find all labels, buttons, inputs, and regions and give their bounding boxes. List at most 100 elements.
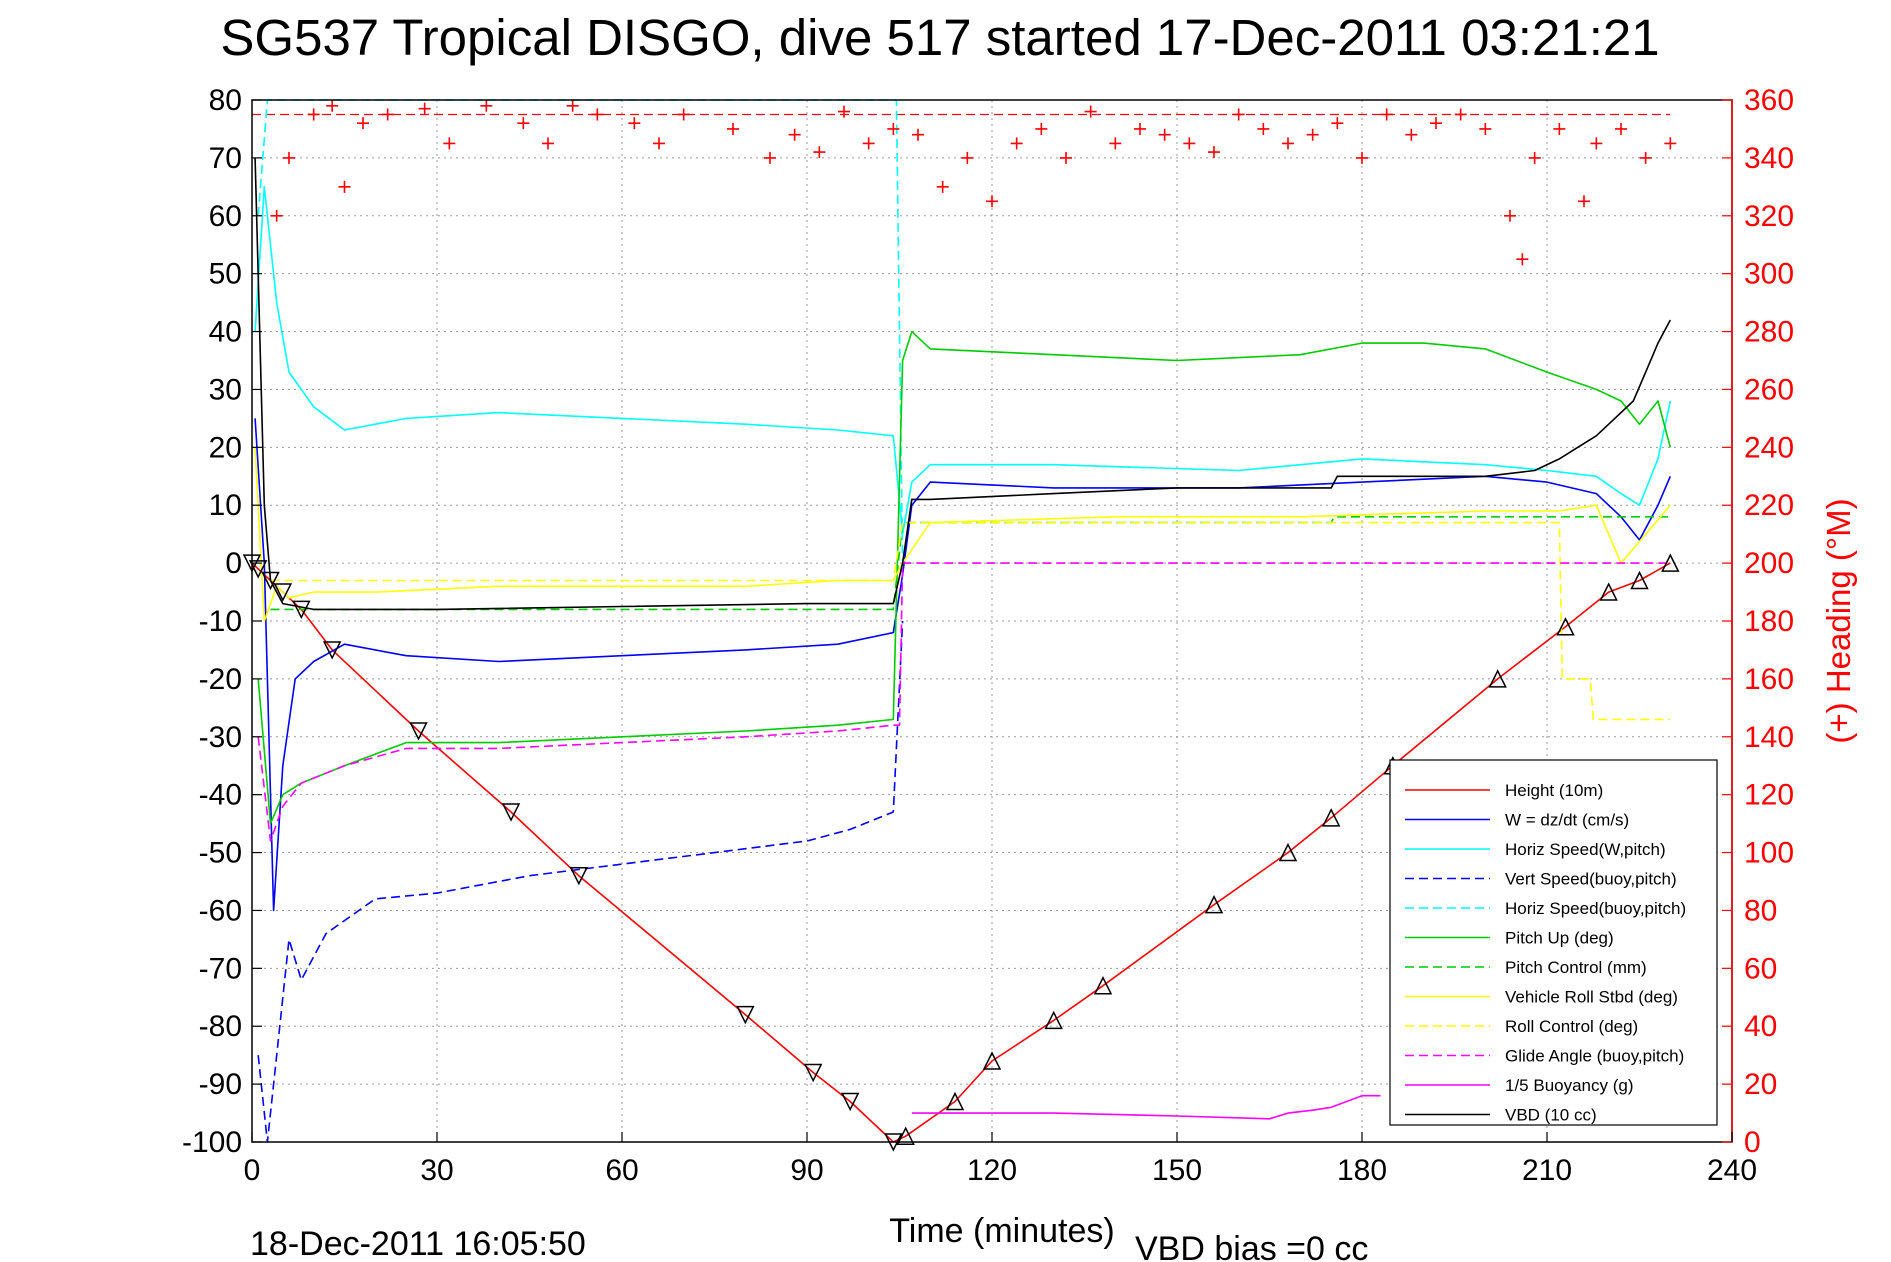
left-tick-label: -90 (199, 1068, 242, 1101)
heading-marker (307, 108, 320, 121)
left-tick-label: -20 (199, 663, 242, 696)
left-tick-label: 30 (209, 373, 242, 406)
left-tick-label: 40 (209, 316, 242, 349)
heading-marker (1134, 122, 1146, 135)
right-tick-label: 120 (1744, 779, 1794, 812)
legend-label-vbd: VBD (10 cc) (1505, 1106, 1597, 1125)
series-roll-control (270, 521, 1671, 721)
heading-marker (517, 117, 530, 130)
footer-vbd-bias: VBD bias =0 cc (1135, 1230, 1368, 1262)
height-marker (1661, 553, 1680, 572)
heading-marker (1306, 128, 1319, 141)
right-tick-label: 340 (1744, 142, 1794, 175)
left-tick-label: -10 (199, 605, 242, 638)
x-tick-label: 210 (1522, 1154, 1572, 1187)
heading-marker (1615, 122, 1627, 135)
legend-label-roll: Vehicle Roll Stbd (deg) (1505, 988, 1678, 1007)
chart-title: SG537 Tropical DISGO, dive 517 started 1… (220, 9, 1659, 66)
x-axis-label: Time (minutes) (889, 1212, 1114, 1250)
height-marker (945, 1091, 965, 1111)
heading-marker (838, 105, 850, 118)
height-marker (273, 583, 293, 602)
heading-marker (357, 117, 369, 130)
legend-label-w: W = dz/dt (cm/s) (1505, 811, 1629, 830)
heading-marker (326, 99, 339, 112)
heading-marker (480, 99, 493, 112)
right-tick-label: 40 (1744, 1010, 1777, 1043)
heading-marker (443, 137, 456, 150)
x-ticks: 0 30 60 90 120 150 180 210 240 (244, 1132, 1757, 1187)
height-marker (248, 560, 268, 579)
heading-marker (591, 108, 604, 121)
heading-marker (1504, 209, 1516, 222)
heading-marker (936, 180, 949, 193)
heading-marker (961, 151, 974, 164)
heading-marker (270, 209, 283, 222)
heading-marker (727, 122, 739, 135)
heading-marker (1578, 195, 1590, 208)
right-tick-label: 140 (1744, 721, 1794, 754)
legend-label-roll-control: Roll Control (deg) (1505, 1017, 1638, 1036)
legend-label-horiz-w: Horiz Speed(W,pitch) (1505, 840, 1666, 859)
legend-label-pitch: Pitch Up (deg) (1505, 929, 1614, 948)
x-tick-label: 30 (420, 1154, 453, 1187)
height-marker (1278, 842, 1298, 862)
left-tick-label: -80 (199, 1010, 242, 1043)
series-glide (257, 562, 1671, 842)
heading-marker (1331, 117, 1344, 130)
left-tick-label: -70 (199, 952, 242, 985)
heading-marker (283, 151, 295, 164)
heading-marker (1516, 253, 1529, 266)
heading-marker (1232, 108, 1245, 121)
legend-label-vert-buoy: Vert Speed(buoy,pitch) (1505, 870, 1677, 889)
series-vert-buoy (257, 620, 904, 1143)
series-pitch (257, 330, 1672, 825)
legend-label-buoyancy: 1/5 Buoyancy (g) (1505, 1076, 1634, 1095)
height-marker (569, 866, 589, 886)
heading-marker (788, 128, 801, 141)
series-w (254, 418, 1672, 912)
legend-box (1389, 759, 1718, 1126)
right-tick-label: 0 (1744, 1126, 1761, 1159)
height-marker (1321, 808, 1341, 827)
series-roll (254, 447, 1671, 622)
heading-marker (1430, 117, 1442, 130)
x-tick-label: 0 (244, 1154, 261, 1187)
heading-marker (1528, 151, 1541, 164)
legend-label-pitch-control: Pitch Control (mm) (1505, 958, 1647, 977)
heading-marker (1208, 146, 1220, 159)
left-y-ticks: 80 70 60 50 40 30 20 10 0 -10 -20 -30 -40 -50 -60 -70 -8… (182, 84, 262, 1159)
right-tick-label: 220 (1744, 489, 1794, 522)
heading-marker (1553, 122, 1566, 135)
heading-marker (764, 151, 776, 164)
heading-marker (1590, 137, 1603, 150)
heading-marker (1084, 105, 1097, 118)
heading-marker (1282, 137, 1294, 150)
left-tick-label: 20 (209, 431, 242, 464)
x-tick-label: 90 (790, 1154, 823, 1187)
series-horiz-w (254, 186, 1672, 536)
height-marker (1093, 976, 1113, 995)
height-marker (1630, 570, 1649, 590)
series-vbd (254, 157, 1672, 611)
heading-marker (912, 128, 924, 141)
series-pitch-control (270, 515, 1671, 611)
x-tick-label: 180 (1337, 1154, 1387, 1187)
heading-marker (542, 137, 554, 150)
height-marker (840, 1092, 860, 1112)
height-marker (736, 1005, 755, 1025)
right-tick-label: 320 (1744, 200, 1794, 233)
heading-marker (677, 108, 690, 121)
heading-marker (1639, 151, 1652, 164)
x-tick-label: 60 (605, 1154, 638, 1187)
heading-marker (1158, 128, 1171, 141)
height-marker (1599, 582, 1618, 601)
series-height (251, 562, 1671, 1143)
left-tick-label: 80 (209, 84, 242, 117)
heading-marker (381, 108, 394, 121)
right-tick-label: 360 (1744, 84, 1794, 117)
heading-marker (1380, 108, 1393, 121)
left-tick-label: 60 (209, 200, 242, 233)
height-marker (1488, 669, 1507, 688)
